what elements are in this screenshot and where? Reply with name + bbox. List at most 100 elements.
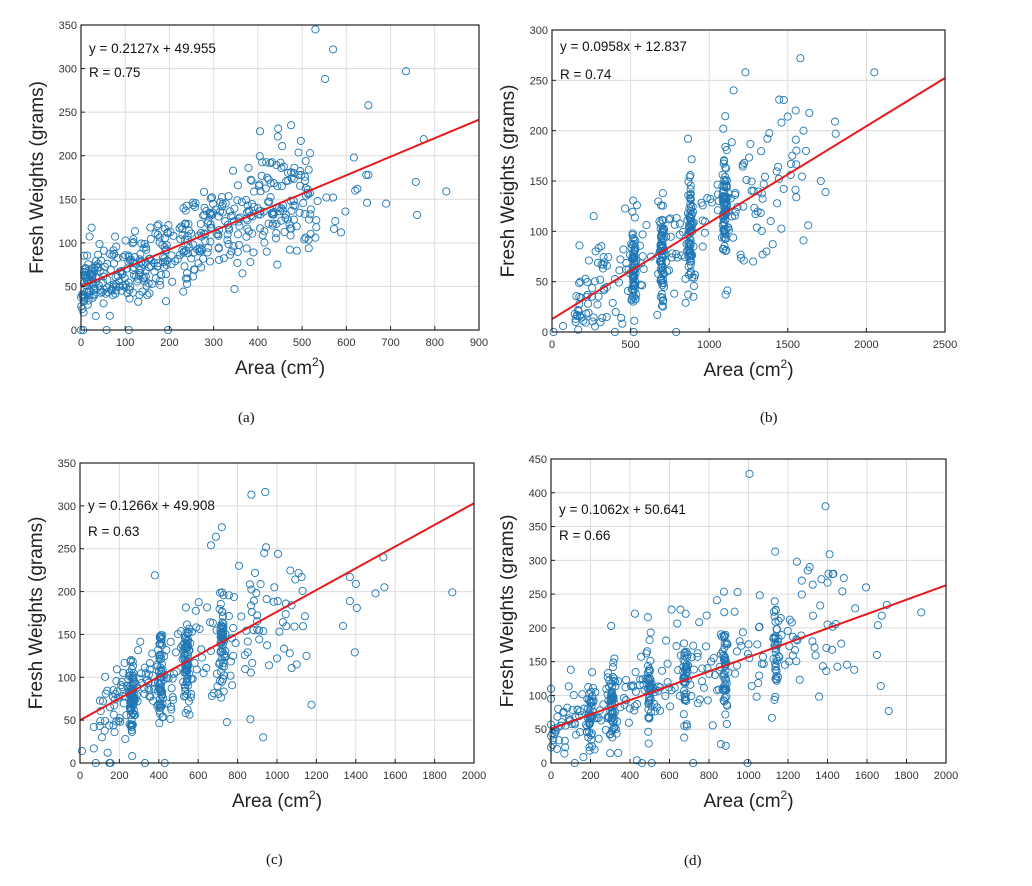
- y-tick-label: 250: [58, 544, 76, 556]
- data-point: [779, 95, 788, 105]
- data-point: [740, 158, 749, 167]
- data-point: [282, 622, 291, 631]
- data-point: [594, 244, 603, 253]
- data-point: [118, 270, 127, 279]
- data-point: [657, 241, 666, 250]
- data-point: [708, 721, 717, 730]
- data-point: [149, 696, 158, 705]
- data-point: [701, 642, 711, 651]
- data-point: [645, 636, 654, 645]
- data-point: [554, 736, 564, 745]
- data-point: [635, 241, 645, 250]
- data-point: [230, 284, 239, 294]
- data-point: [588, 317, 597, 326]
- data-point: [630, 265, 639, 274]
- data-point: [735, 637, 744, 646]
- data-point: [130, 253, 139, 262]
- data-point: [296, 136, 305, 145]
- data-point: [573, 705, 582, 714]
- x-tick-label: 800: [228, 770, 246, 782]
- data-point: [287, 663, 296, 673]
- data-point: [697, 677, 707, 686]
- regression-line: [80, 118, 480, 288]
- data-point: [133, 277, 142, 286]
- data-point: [187, 690, 196, 699]
- data-point: [119, 252, 128, 262]
- data-point: [682, 660, 691, 669]
- x-tick-label: 1600: [855, 770, 879, 782]
- data-point: [631, 295, 640, 304]
- data-point: [644, 699, 653, 708]
- data-point: [176, 235, 185, 244]
- data-point: [181, 691, 190, 701]
- data-point: [179, 204, 188, 213]
- data-point: [89, 290, 98, 299]
- data-point: [566, 665, 575, 674]
- data-point: [772, 167, 781, 176]
- data-point: [685, 223, 694, 232]
- data-point: [101, 672, 110, 681]
- caption-b: (b): [760, 410, 778, 426]
- data-point: [304, 165, 313, 174]
- data-point: [279, 162, 288, 171]
- data-point: [682, 720, 691, 729]
- data-point: [842, 660, 851, 669]
- data-point: [329, 193, 338, 202]
- data-point: [195, 244, 204, 253]
- data-point: [598, 313, 607, 322]
- x-tick-label: 400: [249, 337, 267, 349]
- data-point: [147, 279, 156, 288]
- data-point: [364, 170, 373, 179]
- data-point: [745, 153, 754, 162]
- y-tick-label: 0: [71, 325, 77, 337]
- data-point: [684, 290, 693, 299]
- data-point: [148, 649, 157, 658]
- data-point: [638, 252, 647, 261]
- x-tick-label: 1400: [344, 770, 368, 782]
- data-point: [181, 274, 191, 283]
- data-point: [217, 655, 226, 664]
- data-point: [171, 648, 180, 657]
- data-point: [712, 596, 721, 605]
- data-point: [718, 182, 727, 191]
- data-point: [644, 699, 653, 708]
- data-point: [271, 234, 280, 243]
- data-point: [872, 650, 881, 659]
- data-point: [273, 549, 283, 558]
- data-point: [144, 279, 153, 288]
- data-point: [646, 656, 655, 665]
- data-point: [216, 599, 225, 609]
- data-point: [611, 682, 620, 691]
- data-point: [815, 692, 824, 701]
- data-point: [742, 175, 751, 184]
- data-point: [300, 172, 310, 181]
- data-point: [788, 651, 797, 660]
- data-point: [609, 718, 618, 727]
- data-point: [272, 229, 281, 238]
- data-point: [411, 177, 420, 186]
- data-point: [113, 272, 122, 281]
- data-point: [741, 68, 750, 77]
- data-point: [156, 703, 165, 712]
- data-point: [771, 632, 780, 641]
- scatter-plot-b: 0 500 1000 1500 2000 2500 0 50 100 150 200 250 300 Ar…: [498, 25, 957, 381]
- data-point: [737, 253, 746, 263]
- data-point: [111, 232, 120, 241]
- data-point: [226, 250, 235, 259]
- data-point: [189, 201, 198, 210]
- data-point: [244, 163, 253, 172]
- caption-a: (a): [238, 410, 255, 426]
- data-point: [136, 637, 145, 646]
- data-point: [775, 95, 784, 104]
- correlation-label: R = 0.75: [89, 65, 140, 80]
- y-tick-label: 0: [542, 327, 548, 339]
- data-point: [586, 697, 595, 706]
- data-point: [160, 234, 170, 243]
- data-point: [818, 662, 827, 671]
- data-point: [720, 684, 729, 693]
- data-point: [719, 124, 728, 133]
- data-point: [184, 628, 193, 637]
- data-point: [799, 236, 808, 245]
- regression-line: [550, 584, 947, 730]
- data-point: [614, 748, 623, 757]
